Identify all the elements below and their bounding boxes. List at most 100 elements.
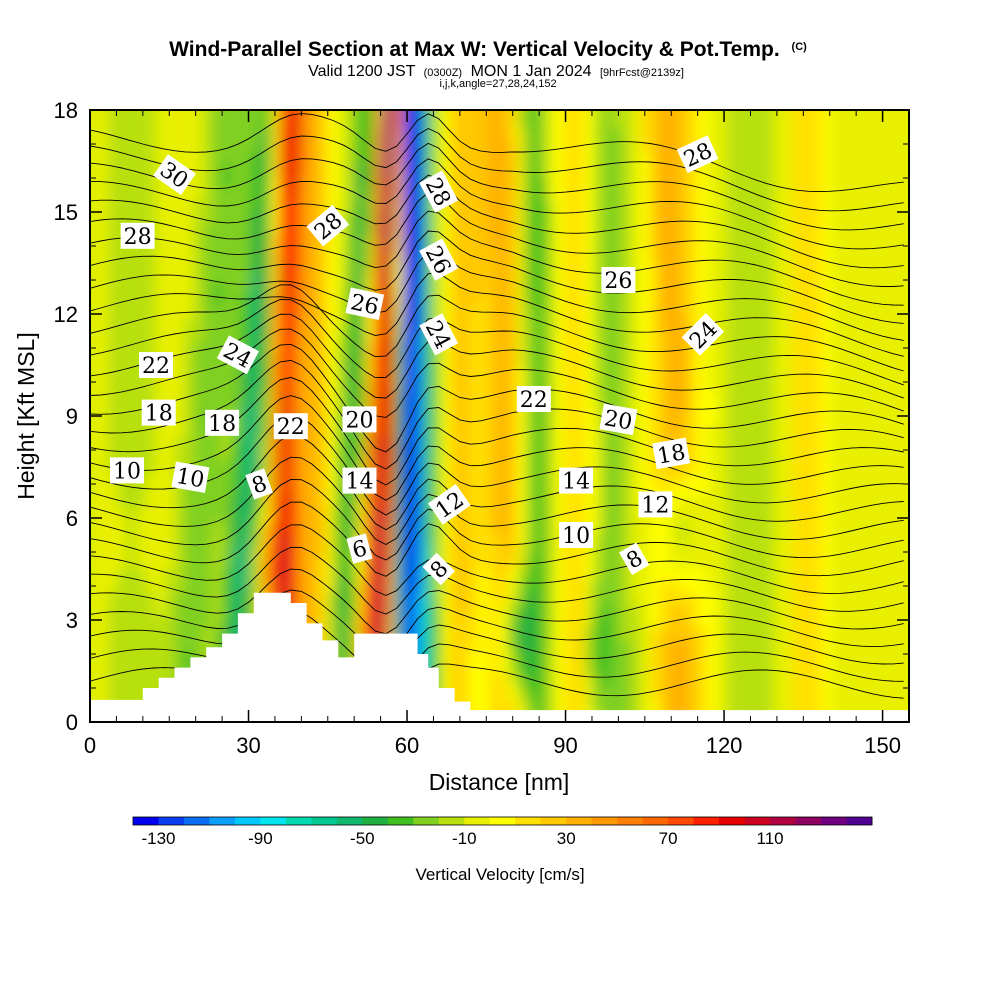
velocity-cell <box>241 316 253 331</box>
velocity-cell <box>184 304 196 319</box>
colorbar-swatch <box>311 817 338 825</box>
velocity-cell <box>555 423 567 438</box>
velocity-cell <box>555 304 567 319</box>
velocity-cell <box>393 137 405 152</box>
velocity-cell <box>574 256 586 271</box>
velocity-cell <box>602 161 615 176</box>
velocity-cell <box>431 292 443 307</box>
velocity-cell <box>640 110 653 117</box>
velocity-cell <box>478 459 491 474</box>
velocity-cell <box>431 518 443 533</box>
velocity-cell <box>602 673 615 688</box>
velocity-cell <box>469 578 481 593</box>
contour-label: 22 <box>139 352 173 379</box>
velocity-cell <box>669 578 681 593</box>
velocity-cell <box>203 352 215 366</box>
velocity-cell <box>707 566 719 581</box>
velocity-cell <box>526 280 539 295</box>
velocity-cell <box>307 304 320 319</box>
velocity-cell <box>241 209 253 224</box>
velocity-cell <box>317 364 329 378</box>
velocity-cell <box>298 590 310 604</box>
velocity-cell <box>488 292 500 307</box>
velocity-cell <box>745 447 757 462</box>
velocity-cell <box>859 90 871 104</box>
velocity-cell <box>174 114 187 128</box>
velocity-cell <box>546 90 558 104</box>
velocity-cell <box>678 256 691 271</box>
velocity-cell <box>383 149 396 164</box>
velocity-cell <box>859 566 871 581</box>
velocity-cell <box>830 590 843 604</box>
velocity-cell <box>545 280 558 295</box>
velocity-cell <box>459 554 472 569</box>
velocity-cell <box>612 126 624 140</box>
velocity-cell <box>288 280 301 295</box>
velocity-cell <box>612 149 624 164</box>
velocity-cell <box>697 387 710 402</box>
velocity-cell <box>184 506 196 521</box>
velocity-cell <box>260 566 272 581</box>
y-tick-label: 0 <box>66 710 78 735</box>
velocity-cell <box>773 530 786 545</box>
velocity-cell <box>203 209 215 224</box>
contour-label-value: 14 <box>346 470 374 495</box>
velocity-cell <box>840 233 852 247</box>
velocity-cell <box>260 435 272 450</box>
velocity-cell <box>393 126 405 140</box>
velocity-cell <box>830 375 843 390</box>
velocity-cell <box>593 411 605 426</box>
velocity-cell <box>735 114 748 128</box>
velocity-cell <box>459 304 472 319</box>
velocity-cell <box>897 280 909 295</box>
theta-contour-line <box>90 435 904 531</box>
colorbar-frame <box>132 816 873 826</box>
velocity-cell <box>811 685 824 700</box>
velocity-cell <box>622 90 634 104</box>
velocity-cell <box>269 316 282 331</box>
velocity-cell <box>669 483 681 497</box>
velocity-cell <box>203 268 215 283</box>
velocity-cell <box>165 471 177 485</box>
velocity-cell <box>545 149 558 164</box>
velocity-cell <box>754 649 767 664</box>
velocity-cell <box>250 221 263 236</box>
velocity-cell <box>792 304 805 319</box>
velocity-cell <box>897 137 909 152</box>
velocity-cell <box>193 364 206 378</box>
velocity-cell <box>735 423 748 438</box>
velocity-cell <box>631 114 643 128</box>
velocity-cell <box>878 566 890 581</box>
velocity-cell <box>497 137 510 152</box>
velocity-cell <box>716 137 729 152</box>
contour-label-value: 10 <box>562 524 590 549</box>
velocity-cell <box>146 518 158 533</box>
velocity-cell <box>593 245 605 259</box>
velocity-cell <box>545 542 558 557</box>
velocity-cell <box>412 245 424 259</box>
velocity-cell <box>536 602 548 616</box>
velocity-cell <box>659 209 672 224</box>
velocity-cell <box>393 90 405 104</box>
velocity-cell <box>469 268 481 283</box>
velocity-cell <box>735 399 748 414</box>
velocity-cell <box>897 590 909 604</box>
velocity-cell <box>678 110 691 117</box>
velocity-cell <box>764 447 776 462</box>
velocity-cell <box>897 387 909 402</box>
velocity-cell <box>564 637 577 652</box>
velocity-cell <box>574 399 586 414</box>
velocity-cell <box>317 625 329 640</box>
velocity-cell <box>174 126 187 140</box>
velocity-cell <box>516 209 529 224</box>
velocity-cell <box>536 316 548 331</box>
velocity-cell <box>516 447 529 462</box>
velocity-cell <box>602 578 615 593</box>
velocity-cell <box>897 685 909 700</box>
velocity-cell <box>536 578 548 593</box>
velocity-cell <box>203 506 215 521</box>
colorbar-swatch <box>540 817 567 825</box>
velocity-cell <box>260 578 272 593</box>
velocity-cell <box>231 625 244 640</box>
colorbar-swatch <box>464 817 491 825</box>
